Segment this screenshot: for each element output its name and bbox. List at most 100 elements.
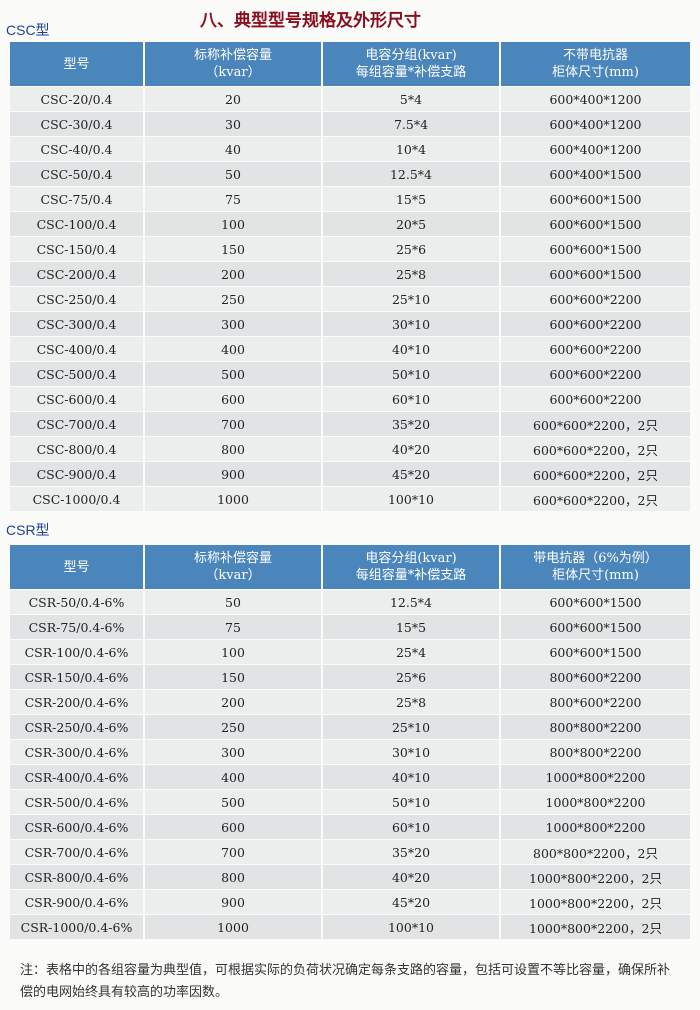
table-cell: 600*600*2200 [501, 387, 690, 411]
table-cell: CSR-150/0.4-6% [10, 665, 143, 689]
table-cell: 600*600*1500 [501, 212, 690, 236]
column-header: 不带电抗器 柜体尺寸(mm) [501, 42, 690, 86]
table-row: CSC-40/0.4 40 10*4 600*400*1200 [10, 137, 690, 161]
table-cell: 100 [145, 212, 321, 236]
table-cell: 250 [145, 715, 321, 739]
table-cell: 600*600*2200 [501, 362, 690, 386]
table-cell: 800*800*2200，2只 [501, 840, 690, 864]
table-cell: 40*10 [323, 765, 499, 789]
table-cell: 30*10 [323, 312, 499, 336]
table-row: CSR-1000/0.4-6% 1000 100*10 1000*800*2200，2… [10, 915, 690, 939]
table-cell: 15*5 [323, 615, 499, 639]
table-row: CSC-100/0.4 100 20*5 600*600*1500 [10, 212, 690, 236]
table-cell: CSC-400/0.4 [10, 337, 143, 361]
table-row: CSR-50/0.4-6% 50 12.5*4 600*600*1500 [10, 590, 690, 614]
table-cell: 35*20 [323, 412, 499, 436]
table-cell: CSR-400/0.4-6% [10, 765, 143, 789]
table-cell: CSR-300/0.4-6% [10, 740, 143, 764]
table-cell: 600*400*1500 [501, 162, 690, 186]
table-cell: 500 [145, 790, 321, 814]
table-cell: CSC-40/0.4 [10, 137, 143, 161]
table-cell: 600*600*1500 [501, 640, 690, 664]
column-header: 型号 [10, 42, 143, 86]
table-cell: 25*8 [323, 262, 499, 286]
csc-section-label: CSC型 [6, 22, 50, 38]
header-row: 型号 标称补偿容量 （kvar） 电容分组(kvar) 每组容量*补偿支路 不带电抗器… [10, 42, 690, 86]
table-cell: 30*10 [323, 740, 499, 764]
table-cell: 40*20 [323, 437, 499, 461]
table-cell: 35*20 [323, 840, 499, 864]
table-cell: 12.5*4 [323, 590, 499, 614]
table-row: CSC-500/0.4 500 50*10 600*600*2200 [10, 362, 690, 386]
table-cell: CSC-300/0.4 [10, 312, 143, 336]
table-cell: 25*8 [323, 690, 499, 714]
table-cell: 12.5*4 [323, 162, 499, 186]
table-cell: CSR-500/0.4-6% [10, 790, 143, 814]
table-row: CSC-150/0.4 150 25*6 600*600*1500 [10, 237, 690, 261]
table-cell: CSC-75/0.4 [10, 187, 143, 211]
table-cell: CSC-900/0.4 [10, 462, 143, 486]
table-cell: CSR-100/0.4-6% [10, 640, 143, 664]
table-cell: 600*400*1200 [501, 112, 690, 136]
table-cell: 20*5 [323, 212, 499, 236]
table-cell: 900 [145, 462, 321, 486]
table-cell: 1000*800*2200 [501, 815, 690, 839]
table-cell: 600*600*2200，2只 [501, 437, 690, 461]
table-row: CSR-100/0.4-6% 100 25*4 600*600*1500 [10, 640, 690, 664]
table-row: CSR-150/0.4-6% 150 25*6 800*600*2200 [10, 665, 690, 689]
table-cell: 600 [145, 815, 321, 839]
table-cell: 20 [145, 87, 321, 111]
table-cell: 250 [145, 287, 321, 311]
table-cell: 600*600*2200，2只 [501, 487, 690, 511]
table-row: CSC-75/0.4 75 15*5 600*600*1500 [10, 187, 690, 211]
table-cell: 50 [145, 162, 321, 186]
table-row: CSR-400/0.4-6% 400 40*10 1000*800*2200 [10, 765, 690, 789]
table-cell: CSR-800/0.4-6% [10, 865, 143, 889]
table-cell: CSR-200/0.4-6% [10, 690, 143, 714]
table-cell: CSR-900/0.4-6% [10, 890, 143, 914]
column-header: 标称补偿容量 （kvar） [145, 42, 321, 86]
table-cell: 50 [145, 590, 321, 614]
table-cell: 10*4 [323, 137, 499, 161]
column-header: 电容分组(kvar) 每组容量*补偿支路 [323, 42, 499, 86]
table-cell: 600*600*1500 [501, 262, 690, 286]
footnote: 注：表格中的各组容量为典型值，可根据实际的负荷状况确定每条支路的容量，包括可设置… [20, 963, 671, 1000]
table-cell: 25*10 [323, 715, 499, 739]
table-row: CSC-900/0.4 900 45*20 600*600*2200，2只 [10, 462, 690, 486]
table-cell: 45*20 [323, 462, 499, 486]
table-cell: CSR-250/0.4-6% [10, 715, 143, 739]
table-cell: 600*600*1500 [501, 187, 690, 211]
table-row: CSC-50/0.4 50 12.5*4 600*400*1500 [10, 162, 690, 186]
table-cell: 1000*800*2200，2只 [501, 915, 690, 939]
table-cell: CSR-1000/0.4-6% [10, 915, 143, 939]
table-cell: CSC-500/0.4 [10, 362, 143, 386]
table-cell: 800*800*2200 [501, 715, 690, 739]
table-cell: 25*4 [323, 640, 499, 664]
table-cell: CSC-20/0.4 [10, 87, 143, 111]
table-row: CSC-1000/0.4 1000 100*10 600*600*2200，2只 [10, 487, 690, 511]
table-row: CSR-600/0.4-6% 600 60*10 1000*800*2200 [10, 815, 690, 839]
table-cell: 150 [145, 237, 321, 261]
table-cell: CSC-800/0.4 [10, 437, 143, 461]
table-cell: 700 [145, 412, 321, 436]
table-cell: 1000 [145, 915, 321, 939]
table-cell: 600*600*2200 [501, 287, 690, 311]
table-cell: 75 [145, 615, 321, 639]
table-cell: 400 [145, 765, 321, 789]
table-cell: 600 [145, 387, 321, 411]
table-row: CSC-20/0.4 20 5*4 600*400*1200 [10, 87, 690, 111]
table-cell: CSR-75/0.4-6% [10, 615, 143, 639]
table-cell: CSC-600/0.4 [10, 387, 143, 411]
table-cell: 100 [145, 640, 321, 664]
table-cell: 30 [145, 112, 321, 136]
table-cell: 40*20 [323, 865, 499, 889]
table-row: CSC-800/0.4 800 40*20 600*600*2200，2只 [10, 437, 690, 461]
table-cell: 600*600*2200 [501, 312, 690, 336]
table-cell: 1000 [145, 487, 321, 511]
table-cell: CSR-50/0.4-6% [10, 590, 143, 614]
table-cell: 60*10 [323, 387, 499, 411]
column-header: 标称补偿容量 （kvar） [145, 545, 321, 589]
table-cell: 600*600*2200，2只 [501, 412, 690, 436]
table-cell: 25*6 [323, 665, 499, 689]
table-cell: 50*10 [323, 362, 499, 386]
